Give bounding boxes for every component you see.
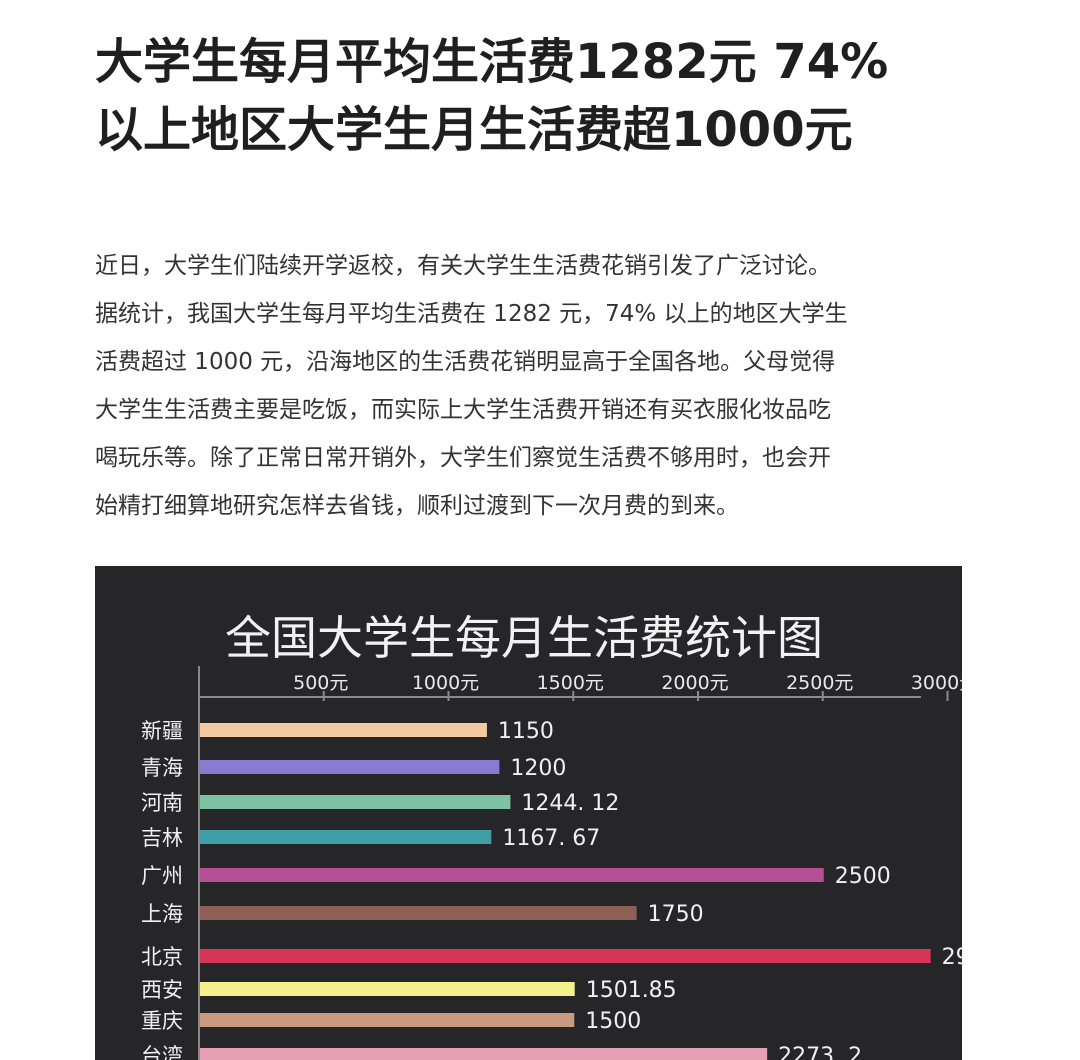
value-label: 2928. 5 bbox=[942, 945, 962, 970]
value-label: 2273. 2 bbox=[778, 1044, 862, 1060]
category-label: 重庆 bbox=[141, 1009, 183, 1033]
bar bbox=[200, 906, 637, 920]
value-label: 1150 bbox=[498, 719, 554, 744]
value-label: 1501.85 bbox=[586, 978, 677, 1003]
bar bbox=[200, 1048, 768, 1060]
bar-chart: 全国大学生每月生活费统计图 500元 1000元 1500元 2000元 2500元 30… bbox=[141, 611, 962, 1060]
body-line: 大学生生活费主要是吃饭，而实际上大学生活费开销还有买衣服化妆品吃 bbox=[95, 397, 831, 423]
value-label: 1500 bbox=[585, 1009, 641, 1034]
category-label: 台湾 bbox=[141, 1044, 183, 1060]
title-line: 以上地区大学生月生活费超1000元 bbox=[95, 102, 853, 158]
x-tick-label: 500元 bbox=[293, 672, 348, 694]
body-line: 活费超过 1000 元，沿海地区的生活费花销明显高于全国各地。父母觉得 bbox=[95, 349, 836, 375]
chart-title: 全国大学生每月生活费统计图 bbox=[225, 611, 823, 665]
bar bbox=[200, 723, 487, 737]
chart-image: 全国大学生每月生活费统计图 500元 1000元 1500元 2000元 2500元 30… bbox=[95, 566, 962, 1060]
value-label: 1200 bbox=[510, 756, 566, 781]
title-line: 大学生每月平均生活费1282元 74% bbox=[95, 34, 889, 90]
article-body: 近日，大学生们陆续开学返校，有关大学生生活费花销引发了广泛讨论。 据统计，我国大… bbox=[95, 242, 975, 530]
body-line: 近日，大学生们陆续开学返校，有关大学生生活费花销引发了广泛讨论。 bbox=[95, 253, 831, 279]
x-tick-label: 1000元 bbox=[412, 672, 479, 694]
category-label: 广州 bbox=[141, 864, 183, 888]
category-label: 新疆 bbox=[141, 719, 183, 743]
value-label: 1244. 12 bbox=[521, 791, 619, 816]
category-label: 青海 bbox=[141, 756, 183, 780]
bar bbox=[200, 982, 575, 996]
value-label: 1167. 67 bbox=[502, 826, 600, 851]
bar bbox=[200, 830, 492, 844]
x-tick-label: 3000元 bbox=[911, 672, 962, 694]
category-label: 河南 bbox=[141, 791, 183, 815]
bar bbox=[200, 1013, 575, 1027]
x-tick-label: 1500元 bbox=[537, 672, 604, 694]
value-label: 1750 bbox=[648, 902, 704, 927]
bar bbox=[200, 868, 824, 882]
bar bbox=[200, 949, 931, 963]
article-title: 大学生每月平均生活费1282元 74% 以上地区大学生月生活费超1000元 bbox=[95, 28, 995, 164]
category-label: 上海 bbox=[141, 902, 183, 926]
category-label: 吉林 bbox=[141, 826, 183, 850]
x-tick-label: 2500元 bbox=[786, 672, 853, 694]
bar bbox=[200, 795, 511, 809]
body-line: 据统计，我国大学生每月平均生活费在 1282 元，74% 以上的地区大学生 bbox=[95, 301, 848, 327]
value-label: 2500 bbox=[835, 864, 891, 889]
category-label: 西安 bbox=[141, 978, 183, 1002]
body-line: 喝玩乐等。除了正常日常开销外，大学生们察觉生活费不够用时，也会开 bbox=[95, 445, 831, 471]
category-label: 北京 bbox=[141, 945, 183, 969]
body-line: 始精打细算地研究怎样去省钱，顺利过渡到下一次月费的到来。 bbox=[95, 493, 739, 519]
bar bbox=[200, 760, 500, 774]
x-tick-label: 2000元 bbox=[661, 672, 728, 694]
